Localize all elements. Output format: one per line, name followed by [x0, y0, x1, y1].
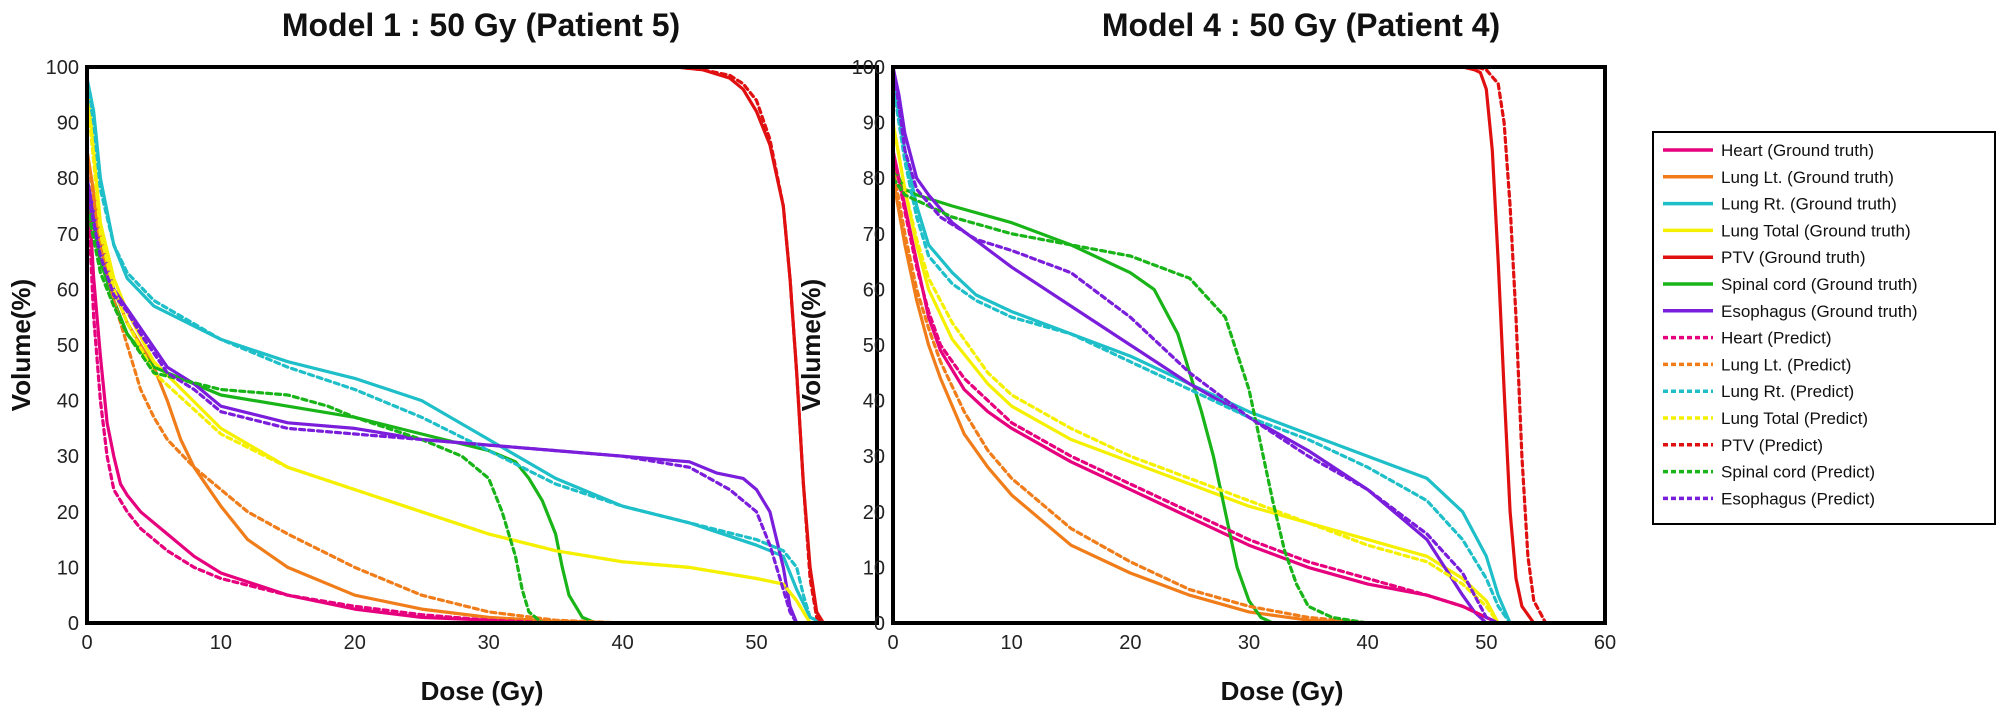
- legend-label: PTV (Ground truth): [1721, 248, 1866, 267]
- legend-label: Esophagus (Ground truth): [1721, 302, 1918, 321]
- series-line-spinal-cord-predict: [893, 176, 1370, 623]
- legend-label: Esophagus (Predict): [1721, 489, 1875, 508]
- y-tick-label: 60: [57, 279, 79, 301]
- right-chart-title: Model 4 : 50 Gy (Patient 4): [1102, 7, 1500, 43]
- y-tick-label: 30: [57, 446, 79, 468]
- y-tick-label: 10: [863, 557, 885, 579]
- x-tick-label: 10: [1001, 632, 1023, 654]
- legend-entries: Heart (Ground truth) Lung Lt. (Ground tru…: [1663, 141, 1918, 508]
- y-tick-label: 20: [863, 502, 885, 524]
- legend-label: Lung Rt. (Predict): [1721, 382, 1854, 401]
- series-line-spinal-cord-predict: [87, 204, 544, 623]
- series-line-heart-ground-truth: [87, 165, 558, 623]
- series-line-lung-rt-ground-truth: [893, 76, 1512, 623]
- legend-label: Lung Total (Ground truth): [1721, 221, 1911, 240]
- legend-label: Lung Total (Predict): [1721, 409, 1868, 428]
- x-tick-label: 0: [887, 632, 898, 654]
- series-line-ptv-ground-truth: [594, 67, 825, 623]
- y-tick-label: 90: [863, 113, 885, 135]
- right-plot-frame: [891, 65, 1607, 625]
- x-tick-label: 50: [745, 632, 767, 654]
- x-tick-label: 20: [344, 632, 366, 654]
- x-tick-label: 60: [1594, 632, 1616, 654]
- series-line-lung-total-predict: [87, 93, 812, 623]
- y-tick-label: 40: [863, 391, 885, 413]
- series-line-lung-lt-ground-truth: [893, 176, 1370, 623]
- x-tick-label: 30: [478, 632, 500, 654]
- series-line-ptv-predict: [1413, 67, 1548, 623]
- left-chart-panel: Model 1 : 50 Gy (Patient 5) 0 10 20 30 40 500…: [6, 7, 879, 706]
- x-tick-label: 50: [1475, 632, 1497, 654]
- left-chart-title: Model 1 : 50 Gy (Patient 5): [282, 7, 680, 43]
- series-line-lung-rt-ground-truth: [87, 76, 825, 623]
- legend: Heart (Ground truth) Lung Lt. (Ground tru…: [1652, 131, 1996, 525]
- y-tick-label: 50: [57, 335, 79, 357]
- left-y-axis-title: Volume(%): [6, 279, 36, 411]
- y-tick-label: 90: [57, 113, 79, 135]
- right-x-axis-title: Dose (Gy): [1221, 676, 1344, 706]
- series-line-lung-total-predict: [893, 121, 1500, 623]
- y-tick-label: 20: [57, 502, 79, 524]
- series-line-spinal-cord-ground-truth: [893, 165, 1275, 623]
- y-tick-label: 0: [68, 613, 79, 635]
- y-tick-label: 0: [874, 613, 885, 635]
- y-tick-label: 80: [57, 168, 79, 190]
- y-tick-label: 50: [863, 335, 885, 357]
- right-plot-lines: [893, 67, 1548, 623]
- legend-label: Lung Rt. (Ground truth): [1721, 195, 1897, 214]
- right-chart-panel: Model 4 : 50 Gy (Patient 4) 0 10 20 30 40 50 6…: [796, 7, 1616, 706]
- legend-label: Spinal cord (Predict): [1721, 463, 1875, 482]
- series-line-lung-total-ground-truth: [87, 82, 812, 623]
- legend-label: Spinal cord (Ground truth): [1721, 275, 1918, 294]
- y-tick-label: 100: [46, 57, 79, 79]
- series-line-spinal-cord-ground-truth: [87, 187, 598, 623]
- y-tick-label: 10: [57, 557, 79, 579]
- series-line-esophagus-predict: [893, 67, 1500, 623]
- left-ticks: 0 10 20 30 40 50 0 10 20 30 40 50 60 70 80 90 100: [46, 57, 768, 654]
- right-y-axis-title: Volume(%): [796, 279, 826, 411]
- y-tick-label: 70: [863, 224, 885, 246]
- y-tick-label: 30: [863, 446, 885, 468]
- legend-label: Heart (Predict): [1721, 329, 1832, 348]
- legend-box: [1652, 131, 1996, 525]
- legend-label: Heart (Ground truth): [1721, 141, 1874, 160]
- series-line-esophagus-predict: [87, 187, 799, 623]
- series-line-ptv-ground-truth: [1401, 67, 1536, 623]
- series-line-heart-predict: [87, 176, 558, 623]
- left-plot-frame: [85, 65, 879, 625]
- x-tick-label: 40: [1357, 632, 1379, 654]
- legend-label: Lung Lt. (Ground truth): [1721, 168, 1894, 187]
- series-line-lung-lt-predict: [893, 165, 1370, 623]
- series-line-esophagus-ground-truth: [893, 67, 1488, 623]
- legend-label: PTV (Predict): [1721, 436, 1823, 455]
- series-line-heart-predict: [893, 148, 1500, 623]
- left-plot-lines: [87, 67, 825, 623]
- x-tick-label: 0: [81, 632, 92, 654]
- legend-label: Lung Lt. (Predict): [1721, 355, 1851, 374]
- right-ticks: 0 10 20 30 40 50 60 0 10 20 30 40 50 60 70 80 90 100: [852, 57, 1617, 654]
- series-line-lung-rt-predict: [893, 82, 1512, 623]
- y-tick-label: 80: [863, 168, 885, 190]
- x-tick-label: 20: [1119, 632, 1141, 654]
- series-line-lung-total-ground-truth: [893, 121, 1500, 623]
- y-tick-label: 40: [57, 391, 79, 413]
- series-line-ptv-predict: [621, 67, 825, 623]
- y-tick-label: 70: [57, 224, 79, 246]
- x-tick-label: 10: [210, 632, 232, 654]
- x-tick-label: 30: [1238, 632, 1260, 654]
- x-tick-label: 40: [611, 632, 633, 654]
- y-tick-label: 60: [863, 279, 885, 301]
- series-line-lung-rt-predict: [87, 82, 825, 623]
- y-tick-label: 100: [852, 57, 885, 79]
- left-x-axis-title: Dose (Gy): [421, 676, 544, 706]
